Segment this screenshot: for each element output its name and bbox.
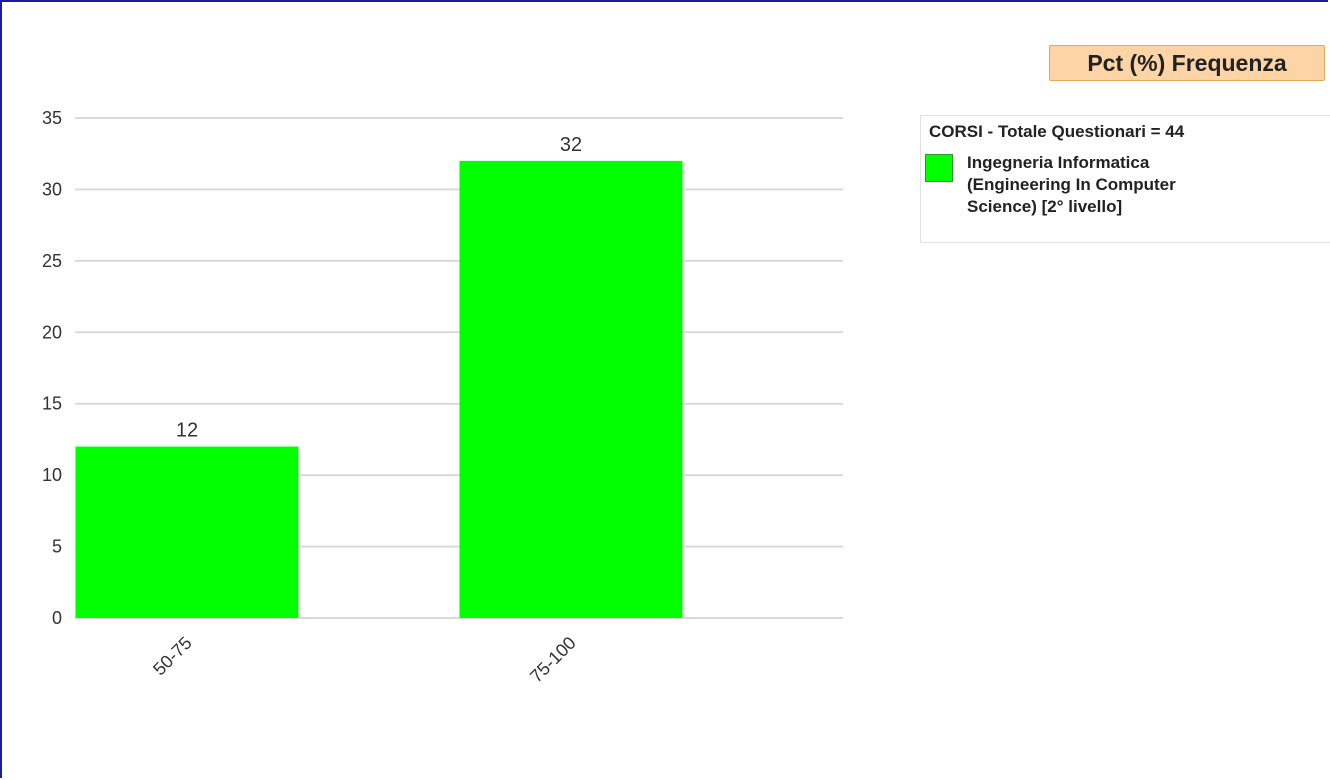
legend: CORSI - Totale Questionari = 44 Ingegner…: [920, 115, 1330, 243]
bar: [459, 160, 683, 618]
legend-swatch: [925, 154, 953, 182]
x-tick-label: 75-100: [526, 633, 580, 687]
legend-series-label: Ingegneria Informatica (Engineering In C…: [967, 152, 1287, 218]
x-tick-label: 50-75: [149, 633, 196, 680]
y-tick-label: 35: [42, 108, 62, 128]
x-axis-ticks: 50-75 75-100: [149, 633, 580, 687]
y-tick-label: 0: [52, 608, 62, 628]
bars: [75, 160, 683, 618]
data-labels: 12 32: [176, 134, 582, 442]
data-label: 32: [560, 134, 582, 156]
legend-series-label-line: (Engineering In Computer: [967, 175, 1176, 194]
y-axis-ticks: 0 5 10 15 20 25 30 35: [42, 108, 62, 628]
y-tick-label: 10: [42, 465, 62, 485]
chart-title-badge: Pct (%) Frequenza: [1049, 45, 1325, 81]
bar: [75, 446, 299, 618]
legend-title: CORSI - Totale Questionari = 44: [929, 122, 1185, 141]
y-tick-label: 5: [52, 537, 62, 557]
y-tick-label: 20: [42, 322, 62, 342]
data-label: 12: [176, 420, 198, 442]
grid-lines: [75, 117, 843, 619]
legend-series-label-line: Science) [2° livello]: [967, 197, 1123, 216]
y-tick-label: 25: [42, 251, 62, 271]
y-tick-label: 30: [42, 179, 62, 199]
legend-series-label-line: Ingegneria Informatica: [967, 153, 1150, 172]
y-tick-label: 15: [42, 394, 62, 414]
